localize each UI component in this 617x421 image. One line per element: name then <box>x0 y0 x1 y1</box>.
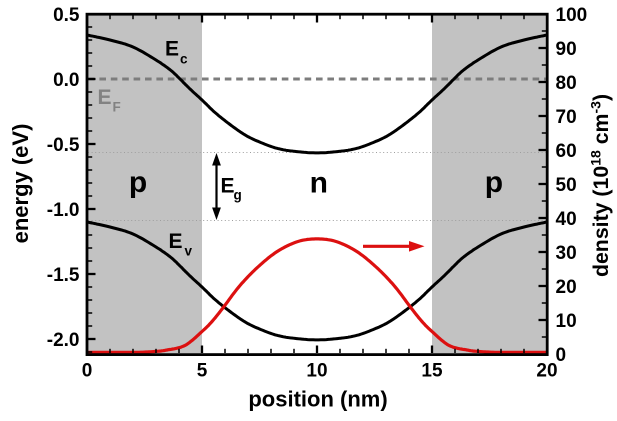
svg-text:70: 70 <box>556 107 577 128</box>
svg-text:n: n <box>310 166 328 199</box>
svg-text:p: p <box>485 166 503 199</box>
svg-text:60: 60 <box>556 141 577 162</box>
svg-text:density (1018 cm-3): density (1018 cm-3) <box>588 94 614 277</box>
svg-text:20: 20 <box>556 277 577 298</box>
svg-text:80: 80 <box>556 73 577 94</box>
svg-text:15: 15 <box>421 361 443 382</box>
svg-text:E: E <box>165 37 179 60</box>
svg-text:0: 0 <box>82 361 93 382</box>
svg-text:-1.5: -1.5 <box>47 265 80 286</box>
svg-text:energy (eV): energy (eV) <box>8 124 33 244</box>
svg-text:position (nm): position (nm) <box>248 387 387 412</box>
svg-text:E: E <box>221 175 235 198</box>
svg-text:20: 20 <box>536 361 557 382</box>
svg-text:-1.0: -1.0 <box>47 200 80 221</box>
svg-text:0.0: 0.0 <box>53 70 79 91</box>
svg-text:10: 10 <box>556 311 577 332</box>
svg-text:0: 0 <box>556 345 567 366</box>
svg-text:-2.0: -2.0 <box>47 330 80 351</box>
svg-text:0.5: 0.5 <box>53 5 80 26</box>
svg-text:90: 90 <box>556 39 577 60</box>
svg-text:5: 5 <box>197 361 208 382</box>
svg-text:100: 100 <box>556 5 588 26</box>
svg-text:c: c <box>180 52 188 67</box>
svg-text:-0.5: -0.5 <box>47 135 80 156</box>
svg-text:50: 50 <box>556 175 577 196</box>
svg-text:30: 30 <box>556 243 577 264</box>
svg-text:40: 40 <box>556 209 577 230</box>
svg-text:E: E <box>98 86 112 109</box>
svg-text:g: g <box>234 188 242 203</box>
svg-text:p: p <box>129 166 147 199</box>
svg-text:F: F <box>113 100 121 115</box>
svg-text:E: E <box>169 230 183 253</box>
svg-text:10: 10 <box>306 361 327 382</box>
svg-text:v: v <box>185 244 193 259</box>
